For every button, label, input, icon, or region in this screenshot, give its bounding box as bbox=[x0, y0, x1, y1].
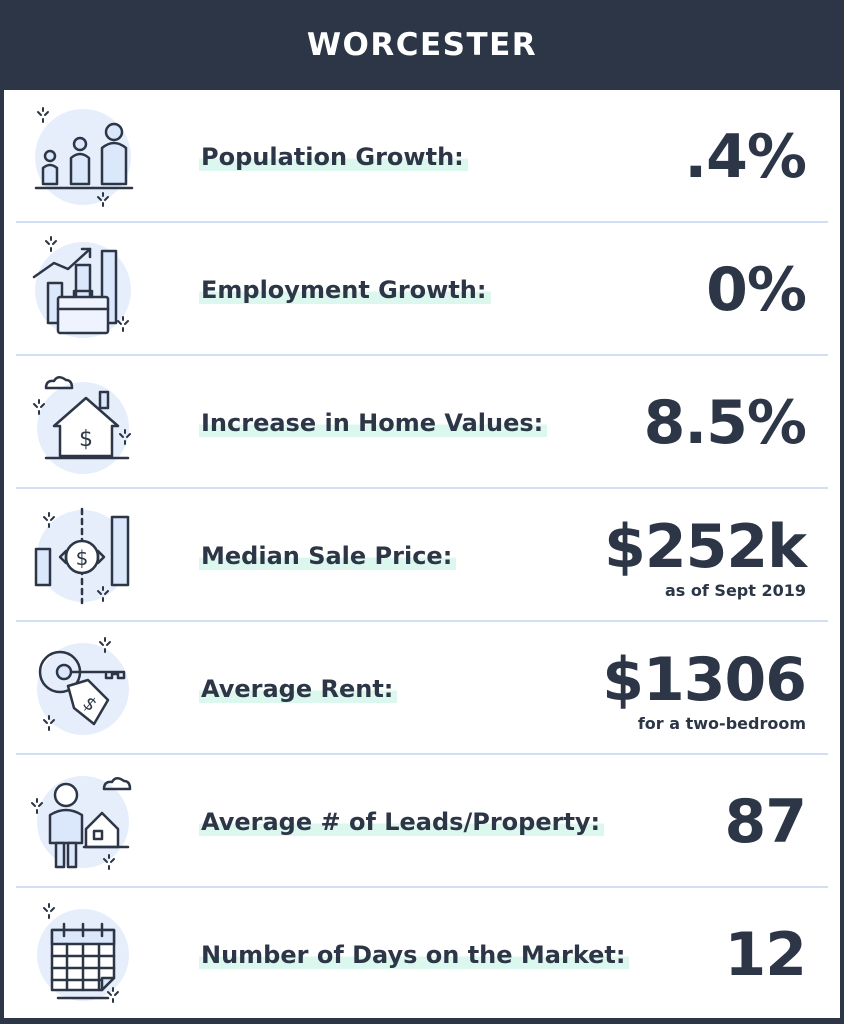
key-tag-icon: $ bbox=[37, 637, 129, 735]
stat-value: 8.5% bbox=[643, 387, 807, 458]
page-title: WORCESTER bbox=[306, 27, 538, 63]
stat-label: Median Sale Price: bbox=[199, 541, 457, 570]
stat-row-average-leads: Average # of Leads/Property: 87 bbox=[4, 755, 840, 888]
price-exchange-icon: $ bbox=[34, 507, 130, 605]
stat-label: Employment Growth: bbox=[199, 275, 491, 304]
row-divider bbox=[16, 753, 828, 755]
row-divider bbox=[16, 487, 828, 489]
house-dollar-icon: $ bbox=[33, 376, 131, 474]
stat-value: 87 bbox=[724, 786, 807, 857]
stat-note: as of Sept 2019 bbox=[665, 581, 806, 600]
stat-label: Average Rent: bbox=[199, 674, 398, 703]
stat-row-median-sale-price: $ Median Sale Price: $252k as of Sept 20… bbox=[4, 489, 840, 622]
row-divider bbox=[16, 354, 828, 356]
stats-panel: Population Growth: .4% Employment Growth… bbox=[4, 90, 840, 1018]
stat-row-days-on-market: Number of Days on the Market: 12 bbox=[4, 888, 840, 1021]
stat-label: Number of Days on the Market: bbox=[199, 940, 630, 969]
stat-value: .4% bbox=[684, 121, 807, 192]
header-bar: WORCESTER bbox=[0, 0, 844, 90]
row-divider bbox=[16, 886, 828, 888]
stat-note: for a two-bedroom bbox=[637, 714, 806, 733]
stat-value-block: $252k as of Sept 2019 bbox=[604, 512, 807, 600]
stat-label: Average # of Leads/Property: bbox=[199, 807, 605, 836]
stat-row-average-rent: $ Average Rent: $1306 for a two-bedroom bbox=[4, 622, 840, 755]
stat-row-population-growth: Population Growth: .4% bbox=[4, 90, 840, 223]
stat-label: Population Growth: bbox=[199, 142, 468, 171]
stat-row-home-values: $ Increase in Home Values: 8.5% bbox=[4, 356, 840, 489]
stat-label: Increase in Home Values: bbox=[199, 408, 548, 437]
stat-value: $1306 bbox=[602, 645, 807, 715]
svg-text:$: $ bbox=[76, 546, 89, 570]
stat-row-employment-growth: Employment Growth: 0% bbox=[4, 223, 840, 356]
stat-value-block: $1306 for a two-bedroom bbox=[602, 645, 807, 733]
person-house-icon bbox=[31, 776, 132, 870]
stat-value: 12 bbox=[724, 919, 807, 990]
briefcase-chart-icon bbox=[32, 236, 131, 338]
stat-value: 0% bbox=[706, 254, 807, 325]
calendar-icon bbox=[37, 903, 129, 1003]
svg-text:$: $ bbox=[79, 427, 93, 452]
row-divider bbox=[16, 221, 828, 223]
row-divider bbox=[16, 620, 828, 622]
people-icon bbox=[34, 107, 134, 207]
stat-value: $252k bbox=[604, 512, 807, 582]
